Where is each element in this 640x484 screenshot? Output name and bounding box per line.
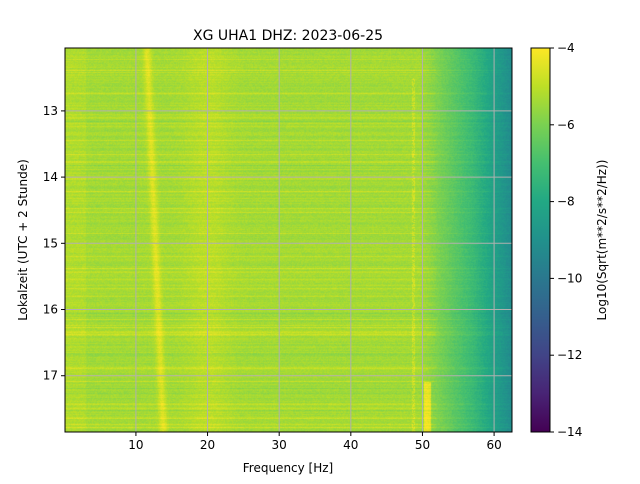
- colorbar-ticks: −4 −6 −8 −10 −12 −14: [550, 41, 582, 439]
- y-axis-ticks: 13 14 15 16 17: [43, 104, 65, 383]
- colorbar-tick-label: −12: [557, 348, 582, 362]
- colorbar-tick-label: −10: [557, 271, 582, 285]
- colorbar: [530, 47, 551, 433]
- x-tick-label: 40: [343, 438, 358, 452]
- colorbar-label: Log10(Sqrt(m**2/s**2/Hz)): [595, 160, 609, 321]
- y-axis-label: Lokalzeit (UTC + 2 Stunde): [16, 159, 30, 321]
- heatmap-image: [65, 48, 512, 432]
- chart-title: XG UHA1 DHZ: 2023-06-25: [193, 28, 383, 44]
- grid-lines: [65, 48, 512, 432]
- y-tick-label: 13: [43, 104, 58, 118]
- colorbar-tick-label: −8: [557, 195, 575, 209]
- x-axis-ticks: 10 20 30 40 50 60: [128, 432, 502, 452]
- colorbar-tick-label: −4: [557, 41, 575, 55]
- y-tick-label: 17: [43, 369, 58, 383]
- heatmap: [65, 48, 512, 432]
- y-tick-label: 14: [43, 170, 58, 184]
- x-tick-label: 50: [415, 438, 430, 452]
- x-tick-label: 30: [272, 438, 287, 452]
- colorbar-tick-label: −14: [557, 425, 582, 439]
- y-tick-label: 16: [43, 303, 58, 317]
- x-tick-label: 20: [200, 438, 215, 452]
- x-axis-label: Frequency [Hz]: [243, 461, 334, 475]
- y-tick-label: 15: [43, 236, 58, 250]
- plot-frame: [64, 47, 513, 433]
- x-tick-label: 60: [486, 438, 501, 452]
- x-tick-label: 10: [128, 438, 143, 452]
- colorbar-tick-label: −6: [557, 118, 575, 132]
